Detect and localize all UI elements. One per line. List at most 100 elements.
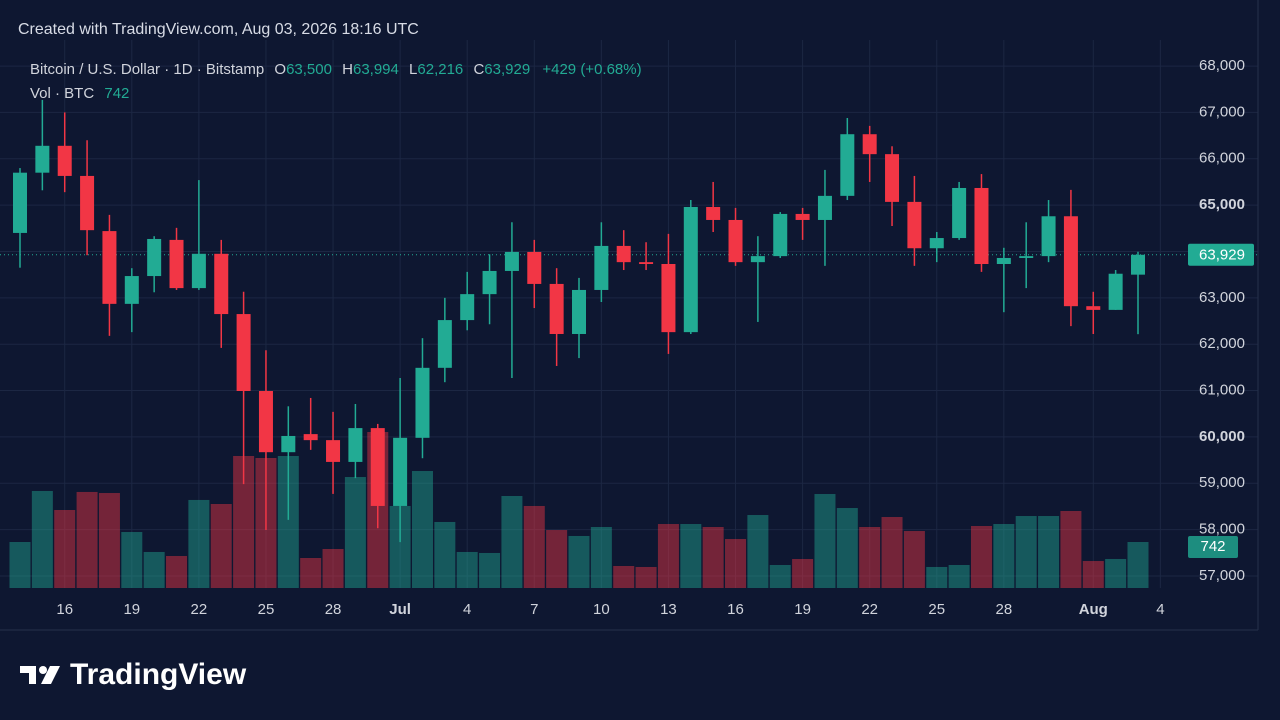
volume-bar	[523, 505, 545, 588]
y-tick-label: 68,000	[1199, 57, 1245, 74]
candle-body	[214, 253, 229, 315]
candle-body	[348, 428, 363, 462]
ohlc-letter: H	[342, 61, 353, 78]
candle-body	[281, 435, 296, 453]
y-tick-label: 65,000	[1199, 196, 1245, 213]
y-tick-label: 63,000	[1199, 289, 1245, 306]
brand: TradingView	[70, 658, 247, 691]
candle-body	[706, 206, 721, 220]
volume-bar	[568, 535, 590, 588]
candle-body	[1041, 216, 1056, 257]
volume-bar	[613, 565, 635, 588]
x-tick-label: 4	[1156, 601, 1164, 618]
x-tick-label: 22	[861, 601, 878, 618]
y-tick-label: 58,000	[1199, 521, 1245, 538]
x-tick-label: 19	[794, 601, 811, 618]
y-tick-label: 66,000	[1199, 150, 1245, 167]
candle-body	[415, 367, 430, 438]
candle-body	[35, 145, 50, 173]
ohlc-value: 63,994	[353, 61, 399, 78]
volume-bar	[970, 526, 992, 588]
x-tick-label: 13	[660, 601, 677, 618]
title: Bitcoin / U.S. Dollar · 1D · Bitstamp	[30, 61, 264, 78]
logo-mark	[39, 666, 47, 674]
x-tick-label: Aug	[1079, 601, 1108, 618]
volume-bar	[344, 477, 366, 588]
candle-body	[572, 289, 586, 334]
volume-bar	[233, 456, 255, 588]
volume-bar	[166, 556, 188, 588]
volume-bar	[1127, 541, 1149, 588]
candle-body	[460, 294, 475, 321]
ohlc-letter: O	[274, 61, 286, 78]
candle-layer	[13, 99, 1145, 543]
volume-bar	[322, 549, 344, 588]
x-tick-label: 16	[727, 601, 744, 618]
x-tick-label: 10	[593, 601, 610, 618]
y-tick-label: 60,000	[1199, 428, 1245, 445]
volume-tag-label: 742	[1200, 538, 1225, 555]
candle-body	[80, 175, 95, 231]
candle-body	[728, 219, 743, 263]
volume-bar	[926, 566, 948, 588]
x-tick-label: 28	[325, 601, 342, 618]
candle-body	[169, 239, 184, 289]
volume-bar	[903, 531, 925, 588]
legend-line: Bitcoin / U.S. Dollar · 1D · Bitstamp O 6…	[30, 61, 642, 78]
volume-bar	[1060, 510, 1082, 588]
candle-body	[326, 440, 341, 462]
y-tick-label: 59,000	[1199, 474, 1245, 491]
volume-bar	[725, 539, 747, 588]
last-price-label: 63,929	[1199, 247, 1245, 264]
candle-body	[1131, 254, 1145, 275]
candle-body	[549, 283, 564, 334]
candle-body	[124, 276, 139, 304]
change: +429 (+0.68%)	[542, 61, 641, 78]
volume-bar	[993, 524, 1015, 588]
candle-body	[370, 428, 385, 506]
volume-bar	[143, 551, 165, 588]
candle-body	[102, 231, 117, 304]
volume-bar	[188, 499, 210, 588]
volume-bar	[702, 526, 724, 588]
volume-bar	[434, 521, 456, 588]
ohlc-value: 62,216	[417, 61, 463, 78]
candle-body	[437, 320, 452, 368]
x-tick-label: 25	[928, 601, 945, 618]
volume-bar	[54, 510, 76, 588]
volume-bar	[948, 564, 970, 588]
candle-body	[952, 187, 967, 239]
candle-body	[750, 256, 765, 263]
volume-bar	[501, 495, 523, 588]
volume-bar	[456, 551, 478, 588]
x-tick-label: Jul	[389, 601, 411, 618]
volume-bar	[31, 490, 53, 588]
x-tick-label: 28	[995, 601, 1012, 618]
volume-bar	[1082, 561, 1104, 588]
candle-body	[661, 264, 676, 333]
volume-bar	[389, 505, 411, 588]
volume-bar	[680, 524, 702, 588]
volume-bar	[1038, 516, 1060, 588]
volume-tag	[1188, 535, 1238, 558]
volume-layer	[9, 432, 1149, 588]
x-tick-label: 22	[191, 601, 208, 618]
logo-mark	[41, 666, 60, 684]
volume-bar	[814, 494, 836, 588]
candle-body	[504, 251, 519, 271]
volume-bar	[859, 526, 881, 588]
y-tick-label: 61,000	[1199, 382, 1245, 399]
volume-bar	[479, 552, 501, 588]
candle-body	[303, 434, 318, 441]
candle-body	[258, 391, 273, 453]
candle-body	[1019, 256, 1034, 258]
ohlc-letter: L	[409, 61, 417, 78]
candle-body	[1063, 216, 1078, 307]
volume-bar	[300, 557, 322, 588]
candle-body	[639, 262, 654, 264]
candle-body	[57, 145, 72, 176]
candle-body	[683, 206, 698, 333]
volume-name: Vol · BTC	[30, 85, 94, 102]
candle-body	[885, 154, 900, 202]
